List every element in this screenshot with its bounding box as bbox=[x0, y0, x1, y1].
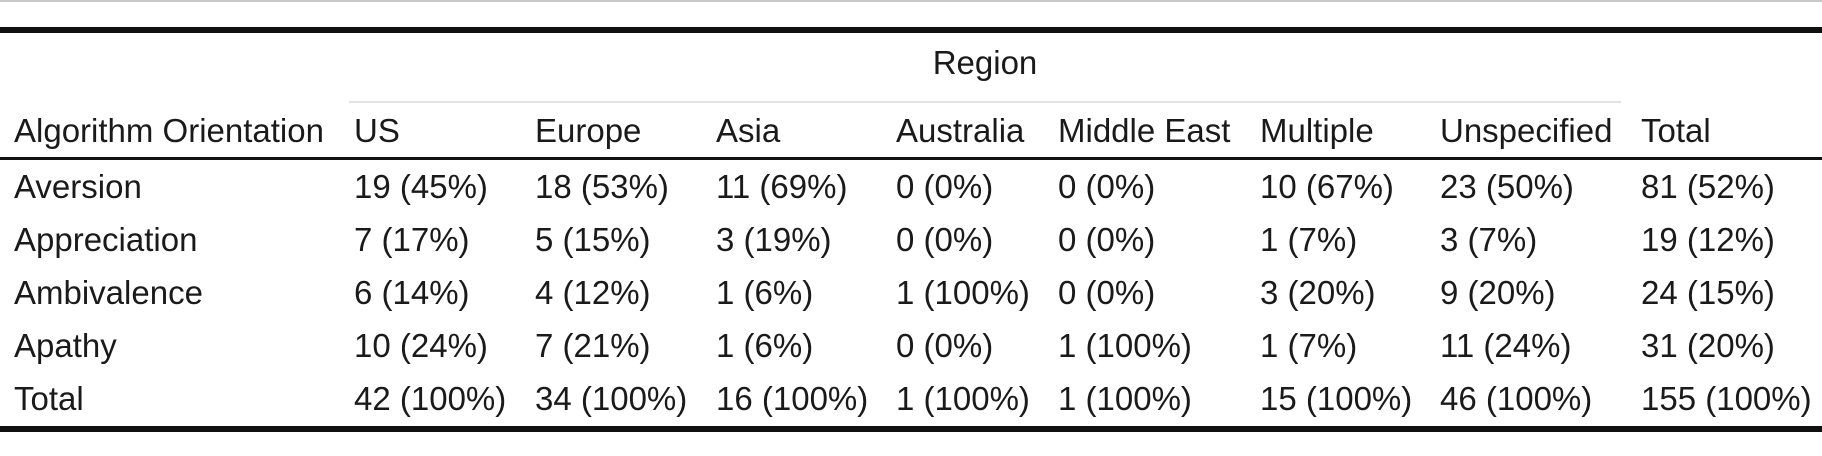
cell-apathy-middle-east: 1 (100%) bbox=[1058, 327, 1192, 364]
cell-total-unspecified: 46 (100%) bbox=[1440, 380, 1593, 417]
cell-apathy-multiple: 1 (7%) bbox=[1260, 327, 1358, 364]
cell-aversion-australia: 0 (0%) bbox=[896, 168, 994, 205]
cell-total-us: 42 (100%) bbox=[354, 380, 507, 417]
cell-aversion-unspecified: 23 (50%) bbox=[1440, 168, 1574, 205]
row-label-aversion: Aversion bbox=[14, 168, 142, 205]
header-europe: Europe bbox=[535, 112, 642, 149]
top-rule bbox=[0, 27, 1822, 33]
cell-appreciation-middle-east: 0 (0%) bbox=[1058, 221, 1156, 258]
row-label-appreciation: Appreciation bbox=[14, 221, 198, 258]
header-total: Total bbox=[1641, 112, 1711, 149]
cell-ambivalence-unspecified: 9 (20%) bbox=[1440, 274, 1556, 311]
row-label-apathy: Apathy bbox=[14, 327, 117, 364]
cell-aversion-europe: 18 (53%) bbox=[535, 168, 669, 205]
cell-aversion-middle-east: 0 (0%) bbox=[1058, 168, 1156, 205]
cell-appreciation-total: 19 (12%) bbox=[1641, 221, 1775, 258]
cell-apathy-total: 31 (20%) bbox=[1641, 327, 1775, 364]
cell-appreciation-us: 7 (17%) bbox=[354, 221, 470, 258]
cell-appreciation-multiple: 1 (7%) bbox=[1260, 221, 1358, 258]
cell-ambivalence-europe: 4 (12%) bbox=[535, 274, 651, 311]
cell-appreciation-unspecified: 3 (7%) bbox=[1440, 221, 1538, 258]
row-label-ambivalence: Ambivalence bbox=[14, 274, 203, 311]
header-algorithm-orientation: Algorithm Orientation bbox=[14, 112, 324, 149]
cell-apathy-us: 10 (24%) bbox=[354, 327, 488, 364]
bottom-rule bbox=[0, 426, 1822, 432]
cell-total-asia: 16 (100%) bbox=[716, 380, 869, 417]
cell-apathy-unspecified: 11 (24%) bbox=[1440, 327, 1572, 364]
cell-total-multiple: 15 (100%) bbox=[1260, 380, 1413, 417]
cell-ambivalence-us: 6 (14%) bbox=[354, 274, 470, 311]
cell-ambivalence-australia: 1 (100%) bbox=[896, 274, 1030, 311]
header-multiple: Multiple bbox=[1260, 112, 1374, 149]
cell-apathy-australia: 0 (0%) bbox=[896, 327, 994, 364]
header-middle-east: Middle East bbox=[1058, 112, 1231, 149]
cell-aversion-asia: 11 (69%) bbox=[716, 168, 848, 205]
region-spanner-label: Region bbox=[932, 44, 1038, 81]
row-label-total: Total bbox=[14, 380, 84, 417]
header-unspecified: Unspecified bbox=[1440, 112, 1613, 149]
header-australia: Australia bbox=[896, 112, 1025, 149]
cell-appreciation-asia: 3 (19%) bbox=[716, 221, 832, 258]
header-asia: Asia bbox=[716, 112, 781, 149]
header-us: US bbox=[354, 112, 400, 149]
cell-ambivalence-middle-east: 0 (0%) bbox=[1058, 274, 1156, 311]
cell-aversion-total: 81 (52%) bbox=[1641, 168, 1775, 205]
cell-aversion-multiple: 10 (67%) bbox=[1260, 168, 1394, 205]
cell-ambivalence-asia: 1 (6%) bbox=[716, 274, 814, 311]
cell-total-middle-east: 1 (100%) bbox=[1058, 380, 1192, 417]
cell-appreciation-australia: 0 (0%) bbox=[896, 221, 994, 258]
cell-apathy-asia: 1 (6%) bbox=[716, 327, 814, 364]
cell-ambivalence-multiple: 3 (20%) bbox=[1260, 274, 1376, 311]
cell-total-total: 155 (100%) bbox=[1641, 380, 1812, 417]
cell-total-australia: 1 (100%) bbox=[896, 380, 1030, 417]
cell-ambivalence-total: 24 (15%) bbox=[1641, 274, 1775, 311]
header-rule bbox=[0, 157, 1822, 160]
cell-aversion-us: 19 (45%) bbox=[354, 168, 488, 205]
region-spanner-line bbox=[349, 101, 1621, 103]
cell-appreciation-europe: 5 (15%) bbox=[535, 221, 651, 258]
cell-apathy-europe: 7 (21%) bbox=[535, 327, 651, 364]
cell-total-europe: 34 (100%) bbox=[535, 380, 688, 417]
